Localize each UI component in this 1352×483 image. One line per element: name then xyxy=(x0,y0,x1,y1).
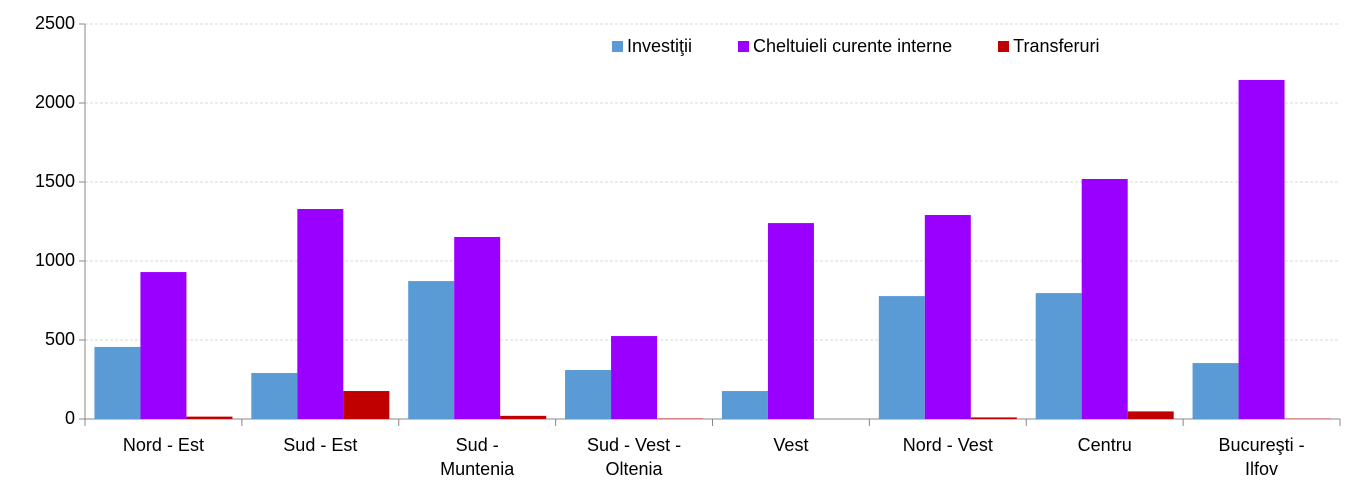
bar xyxy=(186,416,233,419)
bar xyxy=(94,346,141,419)
bar xyxy=(454,236,501,419)
x-tick-label: Nord - Vest xyxy=(902,435,993,455)
bar xyxy=(1238,79,1285,419)
bar xyxy=(251,373,298,419)
bar xyxy=(611,336,658,419)
x-tick-label: Sud - Muntenia xyxy=(440,435,515,479)
bar xyxy=(343,391,390,419)
bar xyxy=(1127,411,1174,419)
legend-item: Investiţii xyxy=(612,36,692,57)
y-tick-label: 500 xyxy=(45,329,75,349)
bar xyxy=(1035,293,1082,419)
legend-swatch xyxy=(612,41,623,52)
bar xyxy=(1192,363,1239,419)
legend-label: Transferuri xyxy=(1013,36,1100,56)
bar xyxy=(721,391,768,419)
bar xyxy=(1081,178,1128,419)
x-tick-label: Nord - Est xyxy=(122,435,204,455)
y-tick-label: 0 xyxy=(65,408,75,428)
legend-swatch xyxy=(998,41,1010,52)
x-tick-label: Vest xyxy=(773,435,809,455)
legend-swatch xyxy=(738,41,750,52)
x-tick-label: Centru xyxy=(1077,435,1132,455)
y-tick-label: 2500 xyxy=(35,13,75,33)
bar xyxy=(408,281,455,419)
bar xyxy=(140,272,187,419)
x-tick-label: Sud - Vest - Oltenia xyxy=(587,435,682,479)
bar xyxy=(297,209,344,419)
bar xyxy=(924,215,971,419)
x-tick-label: Sud - Est xyxy=(283,435,358,455)
bar xyxy=(970,417,1017,419)
legend-item: Cheltuieli curente interne xyxy=(738,36,952,57)
bar xyxy=(565,370,612,419)
y-tick-label: 1000 xyxy=(35,250,75,270)
bar xyxy=(878,296,925,419)
x-tick-label: Bucureşti - Ilfov xyxy=(1218,435,1305,479)
bar xyxy=(500,415,547,419)
y-tick-label: 2000 xyxy=(35,92,75,112)
legend-label: Investiţii xyxy=(627,36,693,56)
legend: Investiţii Cheltuieli curente interne Tran… xyxy=(612,36,1100,57)
legend-label: Cheltuieli curente interne xyxy=(753,36,953,56)
y-tick-label: 1500 xyxy=(35,171,75,191)
legend-item: Transferuri xyxy=(998,36,1100,57)
bar xyxy=(767,223,814,419)
